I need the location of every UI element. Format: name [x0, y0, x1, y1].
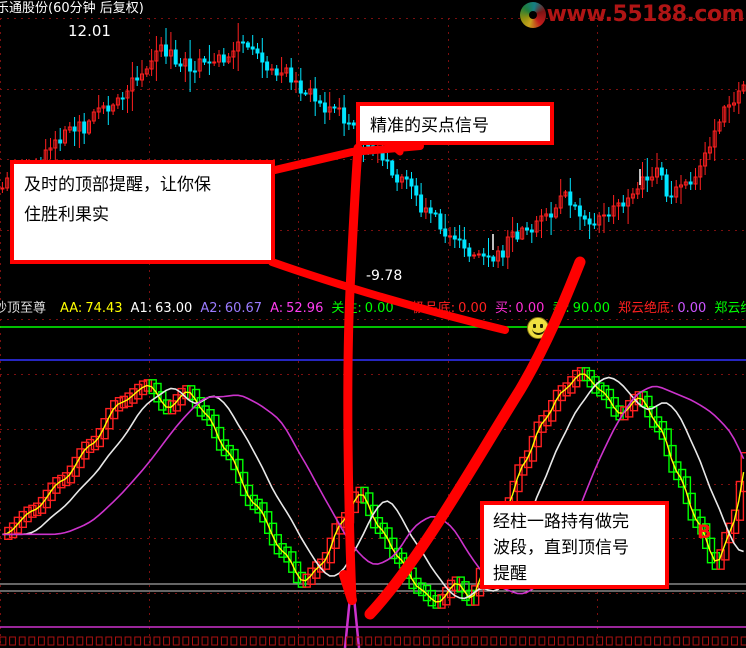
callout-buy-line-1: 精准的买点信号 — [370, 116, 489, 136]
indicator-value-6: 0.00 — [515, 301, 545, 316]
site-watermark: www.55188.com — [519, 0, 745, 30]
indicator-label-1: A1: — [130, 301, 153, 316]
indicator-label-9: 郑云绝底2: — [714, 301, 746, 316]
watermark-text: www.55188.com — [546, 2, 745, 27]
callout-hold-line-1: 经柱一路持有做完 — [493, 512, 629, 532]
window-title: 乐通股份(60分钟 后复权) — [0, 1, 144, 16]
price-chart-pane[interactable] — [0, 18, 746, 300]
callout-buy-signal: 精准的买点信号 — [356, 102, 554, 145]
indicator-header-bar[interactable]: 抄顶至尊 AA: 74.43 A1: 63.00 A2: 60.67 A: 52.96 关注: 0.… — [0, 300, 746, 319]
indicator-value-1: 63.00 — [155, 301, 193, 316]
buy-signal-marker: B — [697, 521, 712, 543]
indicator-chart-pane[interactable] — [0, 319, 746, 648]
callout-top-alert: 及时的顶部提醒，让你保 住胜利果实 — [10, 160, 275, 264]
price-low-label: -9.78 — [366, 268, 403, 284]
indicator-grid — [0, 319, 746, 648]
swirl-logo-icon — [519, 2, 546, 28]
indicator-value-5: 0.00 — [458, 301, 488, 316]
indicator-value-8: 0.00 — [677, 301, 707, 316]
indicator-value-4: 0.00 — [364, 301, 394, 316]
callout-hold-line-2: 波段，直到顶信号 — [493, 538, 629, 558]
indicator-value-7: 90.00 — [572, 301, 610, 316]
smiley-mouth — [532, 328, 545, 335]
indicator-label-8: 郑云绝底: — [617, 301, 675, 316]
indicator-value-2: 60.67 — [224, 301, 263, 316]
smiley-eye-left — [533, 324, 536, 328]
indicator-label-3: A: — [270, 301, 284, 316]
title-bar: 乐通股份(60分钟 后复权) — [0, 0, 746, 18]
indicator-value-0: 74.43 — [85, 301, 123, 316]
price-grid — [0, 18, 746, 300]
indicator-label-0: AA: — [60, 301, 83, 316]
callout-top-line-1: 及时的顶部提醒，让你保 — [24, 175, 211, 195]
callout-top-line-2: 住胜利果实 — [24, 205, 109, 225]
indicator-value-3: 52.96 — [286, 301, 324, 316]
indicator-panel-name: 抄顶至尊 — [0, 301, 47, 316]
indicator-label-2: A2: — [200, 301, 222, 316]
callout-hold-position: 经柱一路持有做完 波段，直到顶信号 提醒 — [480, 501, 669, 589]
smiley-eye-right — [540, 324, 543, 328]
indicator-label-6: 买: — [495, 301, 513, 316]
indicator-values-line: 抄顶至尊 AA: 74.43 A1: 63.00 A2: 60.67 A: 52.96 关注: 0.… — [0, 301, 746, 317]
callout-hold-line-3: 提醒 — [493, 564, 527, 584]
price-high-label: 12.01 — [68, 22, 111, 40]
